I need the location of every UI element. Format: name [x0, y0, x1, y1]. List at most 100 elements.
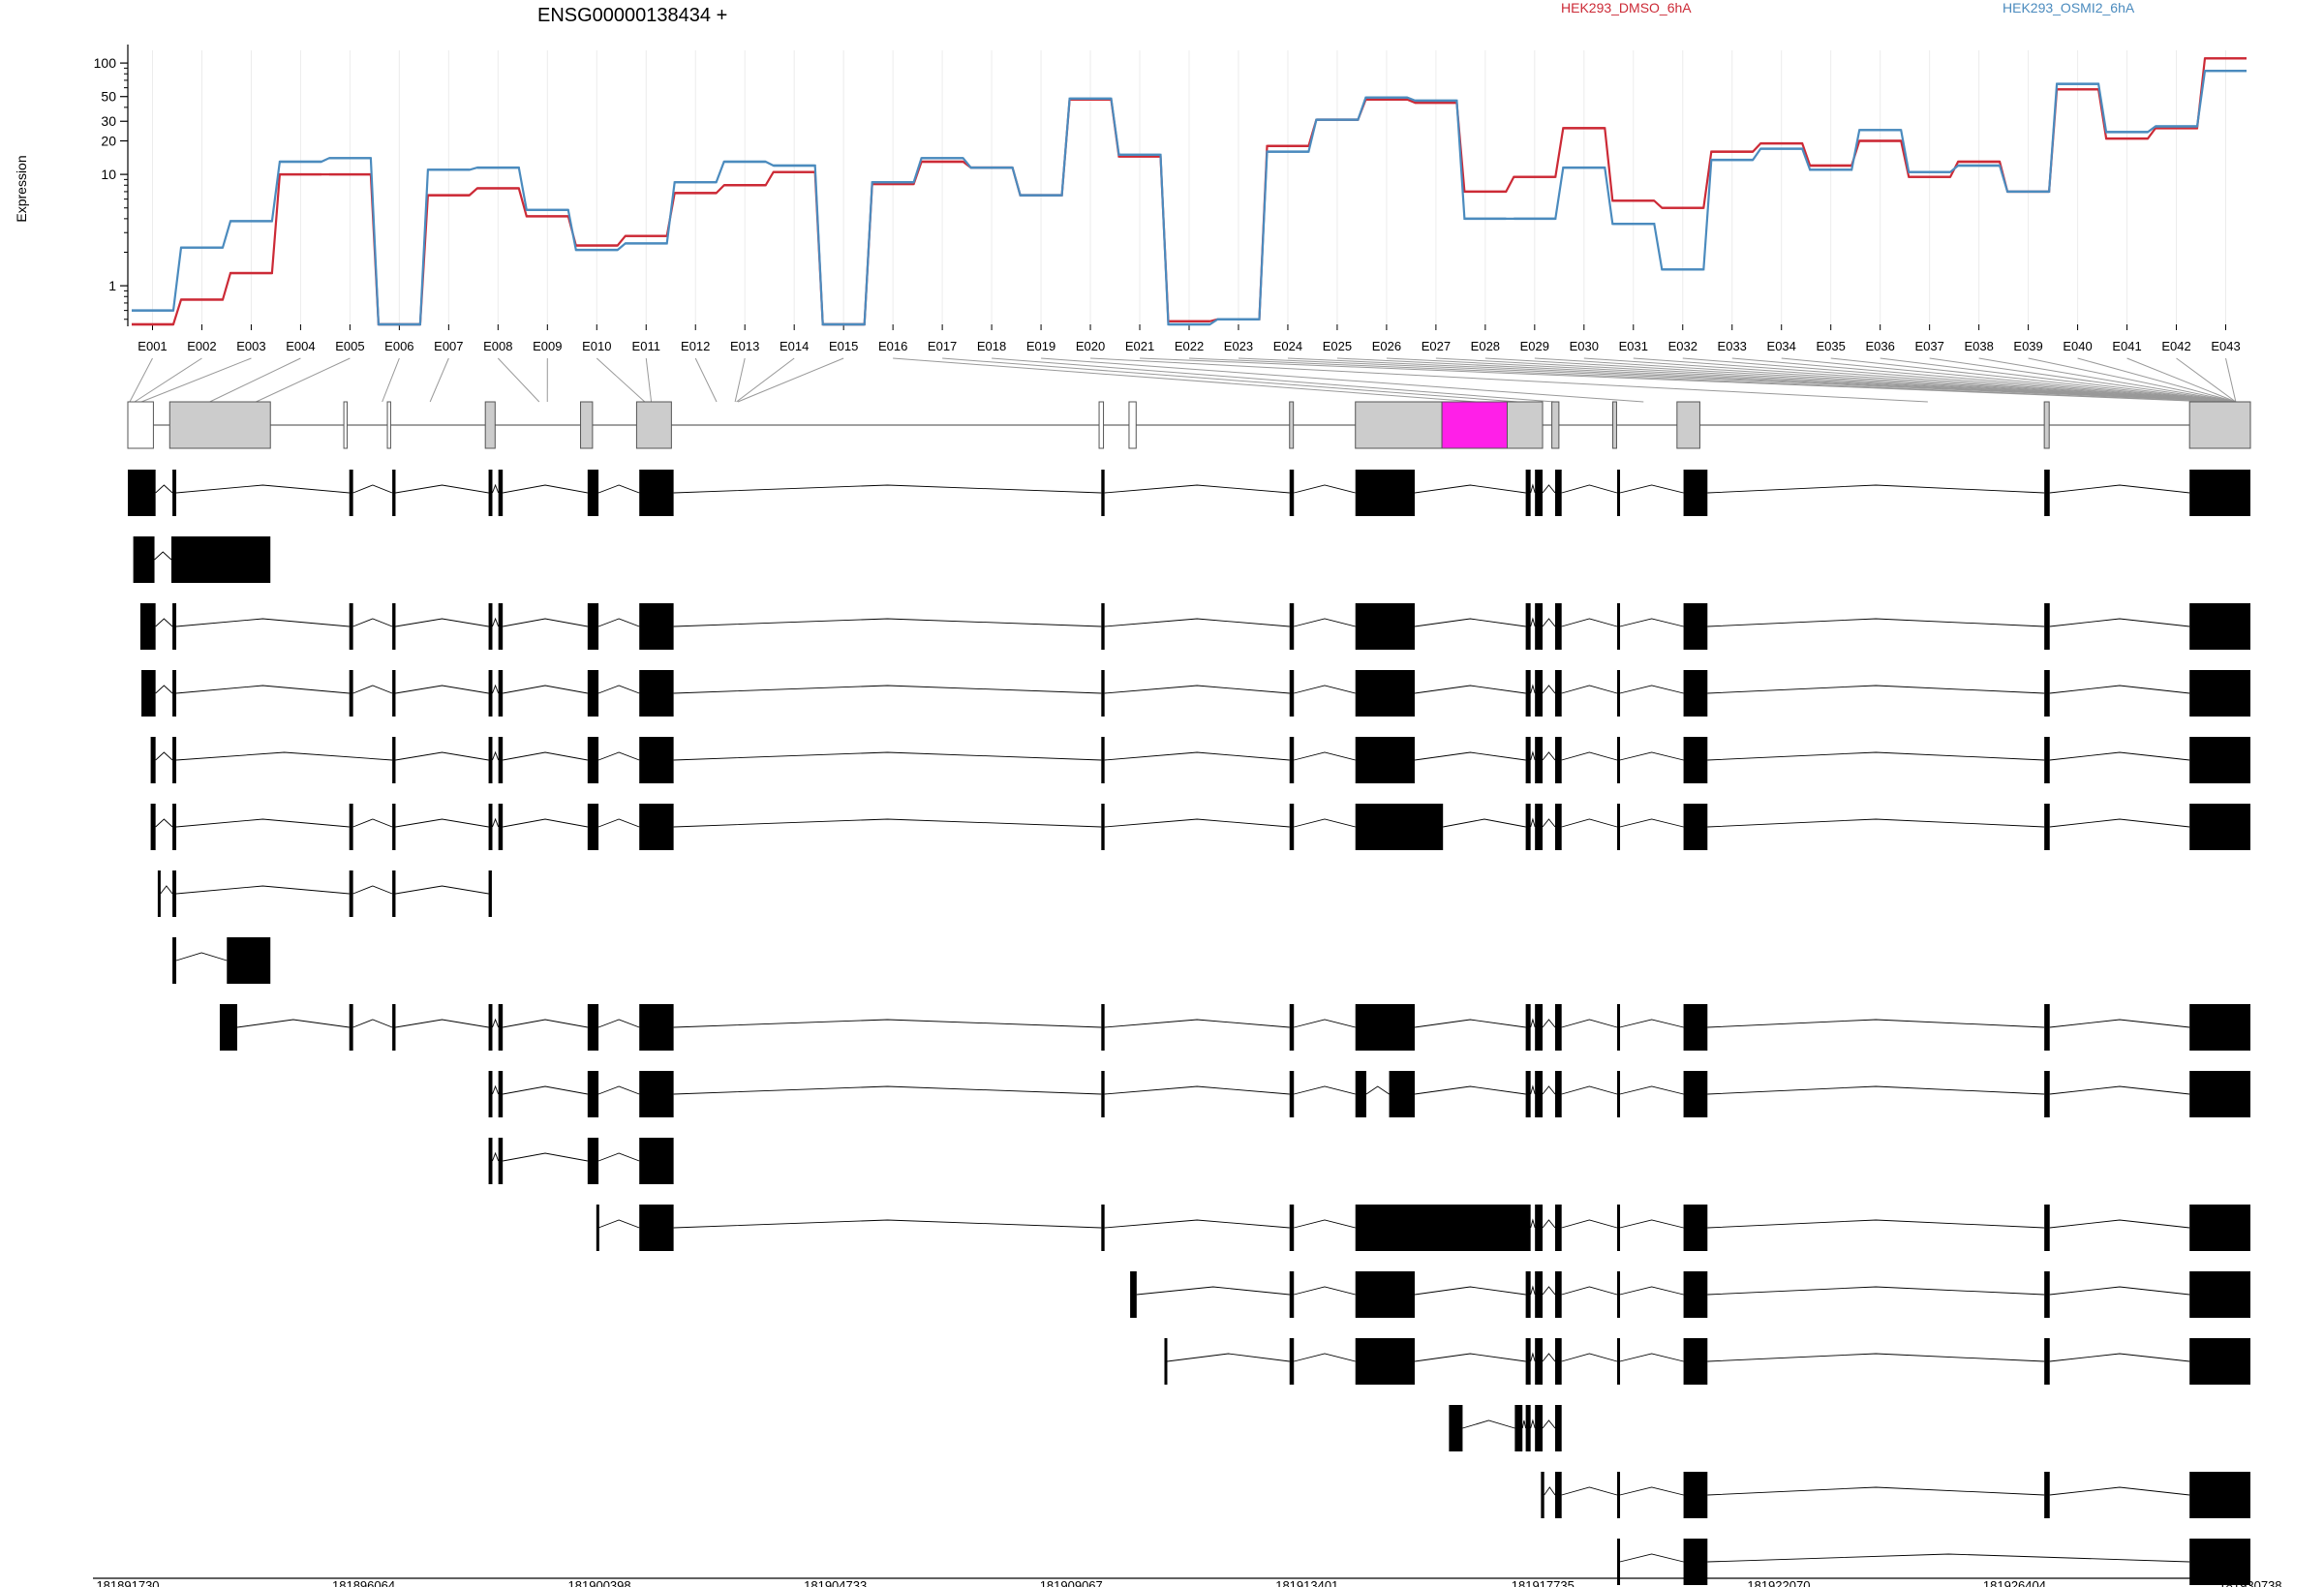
exon-connector — [992, 357, 1555, 403]
exon-label: E042 — [2161, 339, 2190, 353]
exon-block — [1617, 1071, 1621, 1117]
intron-line — [597, 818, 640, 828]
intron-line — [1104, 818, 1290, 828]
intron-line — [395, 751, 489, 761]
exon-block — [1683, 1472, 1708, 1518]
intron-line — [1104, 685, 1290, 694]
intron-line — [1542, 1419, 1556, 1429]
exon-block — [349, 870, 353, 917]
exon-label: E039 — [2013, 339, 2042, 353]
exon-box — [343, 401, 348, 449]
exon-label: E035 — [1817, 339, 1846, 353]
exon-box — [127, 401, 154, 449]
transcript-models — [128, 470, 2250, 1585]
exon-box — [386, 401, 391, 449]
intron-line — [1561, 618, 1618, 627]
exon-block — [1554, 1271, 1562, 1318]
exon-label: E019 — [1026, 339, 1055, 353]
intron-line — [503, 751, 588, 761]
exon-block — [1535, 737, 1544, 783]
y-tick-label: 100 — [94, 55, 117, 71]
exon-label: E003 — [236, 339, 265, 353]
exon-model — [127, 401, 2251, 449]
intron-line — [1294, 1219, 1356, 1229]
exon-block — [1525, 1004, 1531, 1051]
exon-block — [1130, 1271, 1137, 1318]
genomic-tick-label: 181896064 — [332, 1578, 395, 1587]
intron-line — [1530, 1084, 1536, 1095]
intron-line — [1365, 1085, 1390, 1095]
exon-block — [150, 804, 156, 850]
exon-block — [227, 937, 271, 984]
exon-label: E028 — [1471, 339, 1500, 353]
exon-block — [1617, 804, 1621, 850]
exon-block — [392, 737, 396, 783]
exon-block — [219, 1004, 237, 1051]
exon-block — [1535, 470, 1544, 516]
intron-line — [492, 1018, 500, 1028]
exon-connector — [1929, 357, 2236, 403]
exon-block — [2189, 1338, 2250, 1385]
intron-line — [2049, 1019, 2190, 1028]
intron-line — [395, 885, 489, 895]
exon-block — [488, 603, 493, 650]
exon-block — [587, 1138, 599, 1184]
exon-block — [1101, 470, 1105, 516]
exon-label: E007 — [434, 339, 463, 353]
intron-line — [597, 685, 640, 694]
exon-block — [1355, 470, 1415, 516]
exon-block — [1535, 1338, 1544, 1385]
exon-block — [2189, 1205, 2250, 1251]
intron-line — [1530, 684, 1536, 694]
exon-block — [1554, 1205, 1562, 1251]
exon-block — [172, 937, 177, 984]
exon-block — [1289, 804, 1295, 850]
exon-block — [1525, 1271, 1531, 1318]
intron-line — [673, 751, 1102, 761]
intron-line — [1561, 1019, 1618, 1028]
exon-block — [1683, 1539, 1708, 1585]
intron-line — [395, 618, 489, 627]
exon-connector — [1140, 357, 2214, 403]
exon-connector — [1188, 357, 2218, 403]
exon-connector — [1633, 357, 2236, 403]
exon-label: E038 — [1964, 339, 1993, 353]
exon-connector — [429, 357, 449, 403]
exon-block — [596, 1205, 599, 1251]
legend-dmso: HEK293_DMSO_6hA — [1561, 0, 1692, 15]
exon-block — [2044, 670, 2050, 717]
exon-block — [133, 536, 155, 583]
exon-connector — [256, 357, 351, 403]
intron-line — [2049, 1286, 2190, 1296]
intron-line — [503, 818, 588, 828]
exon-block — [2044, 1338, 2050, 1385]
exon-block — [1554, 804, 1562, 850]
exon-block — [2189, 1271, 2250, 1318]
exon-box — [1507, 401, 1544, 449]
intron-line — [2049, 818, 2190, 828]
exon-block — [2189, 1004, 2250, 1051]
intron-line — [1294, 1085, 1356, 1095]
exon-block — [1617, 1338, 1621, 1385]
intron-line — [597, 484, 640, 494]
transcript-row — [139, 603, 2250, 650]
intron-line — [1619, 1019, 1684, 1028]
intron-line — [1619, 1486, 1684, 1496]
genomic-axis: 181891730 181896064 181900398 181904733 1819… — [93, 1577, 2282, 1587]
intron-line — [1561, 484, 1618, 494]
exon-label: E006 — [384, 339, 413, 353]
exon-block — [1525, 670, 1531, 717]
exon-label: E005 — [335, 339, 364, 353]
exon-label: E026 — [1372, 339, 1401, 353]
transcript-row — [128, 470, 2250, 516]
intron-line — [2049, 1085, 2190, 1095]
intron-line — [1707, 1019, 2045, 1028]
transcript-row — [596, 1205, 2250, 1251]
exon-connector — [694, 357, 718, 403]
exon-label: E031 — [1619, 339, 1648, 353]
exon-connector — [1041, 357, 1644, 403]
exon-label: E024 — [1273, 339, 1302, 353]
intron-line — [1530, 1285, 1536, 1296]
intron-line — [1530, 750, 1536, 761]
